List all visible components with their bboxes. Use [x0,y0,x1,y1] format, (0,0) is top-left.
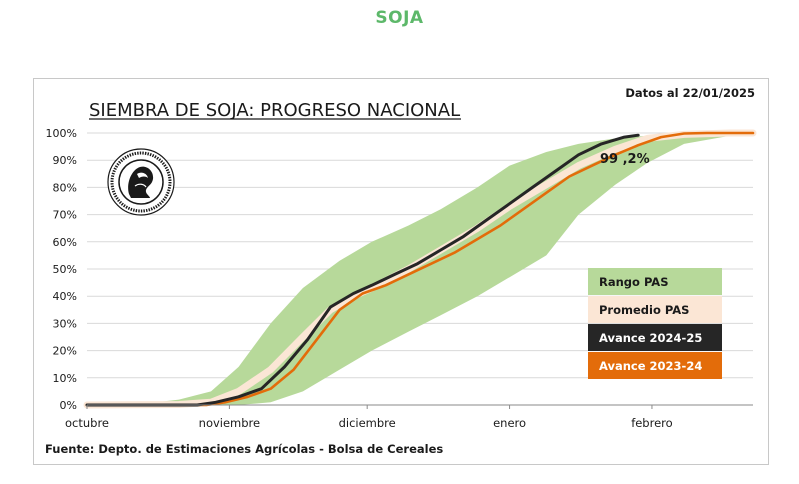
avance-2023-24-line [85,131,755,407]
y-tick-label: 60% [53,236,77,249]
legend-swatch-promedio [588,296,722,323]
y-tick-label: 50% [53,263,77,276]
x-tick-label: febrero [631,416,673,430]
y-tick-label: 70% [53,209,77,222]
legend-label-rango: Rango PAS [599,275,669,289]
source-note: Fuente: Depto. de Estimaciones Agrícolas… [45,442,443,456]
legend-swatch-rango [588,268,722,295]
y-tick-label: 90% [53,154,77,167]
y-tick-label: 40% [53,290,77,303]
y-tick-label: 80% [53,181,77,194]
date-note: Datos al 22/01/2025 [625,86,755,100]
y-tick-label: 100% [46,127,77,140]
bolsa-de-cereales-seal [107,148,175,216]
legend-swatch-avance-2024-25 [588,324,722,351]
legend-label-avance-2023-24: Avance 2023-24 [599,359,702,373]
x-tick-label: diciembre [339,416,396,430]
avance-2024-25-line [85,133,640,407]
soy-planting-chart: SIEMBRA DE SOJA: PROGRESO NACIONAL Datos… [45,86,757,456]
y-tick-label: 20% [53,345,77,358]
x-tick-label: noviembre [199,416,260,430]
legend: Rango PAS Promedio PAS Avance 2024-25 Av… [588,268,722,379]
page-heading: SOJA [375,8,424,28]
legend-label-promedio: Promedio PAS [599,303,689,317]
y-axis-ticks: 0% 10% 20% 30% 40% 50% 60% 70% 80% 90% 100% [46,127,77,412]
y-tick-label: 30% [53,317,77,330]
y-tick-label: 0% [60,399,77,412]
y-tick-label: 10% [53,372,77,385]
x-tick-label: enero [493,416,526,430]
chart-title: SIEMBRA DE SOJA: PROGRESO NACIONAL [89,100,460,121]
x-tick-label: octubre [65,416,109,430]
latest-progress-annotation: 99 ,2% [600,152,650,167]
x-axis-ticks: octubre noviembre diciembre enero febrero [65,405,673,430]
legend-label-avance-2024-25: Avance 2024-25 [599,331,702,345]
legend-swatch-avance-2023-24 [588,352,722,379]
